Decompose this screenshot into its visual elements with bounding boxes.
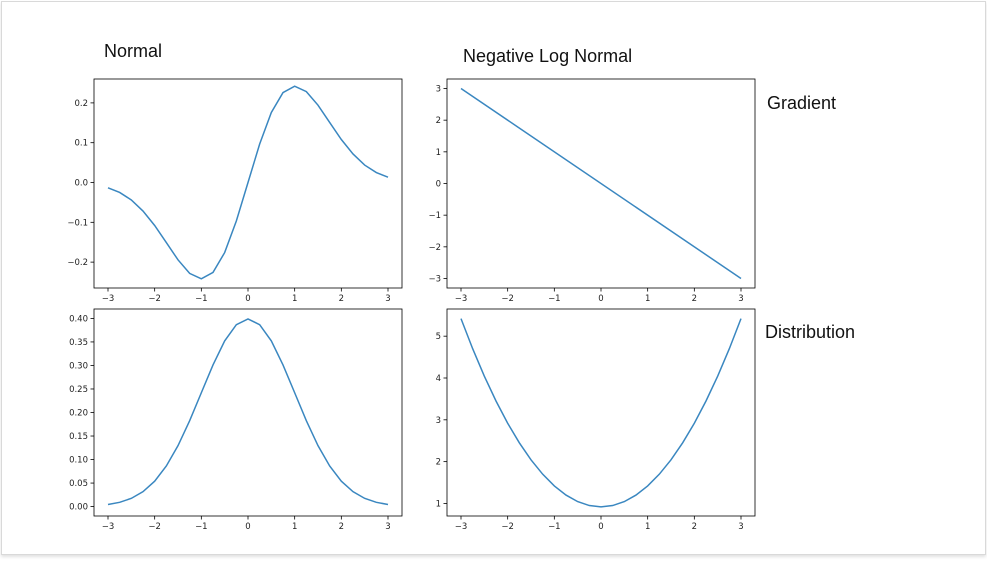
y-tick-label: 2 (436, 116, 441, 126)
axes-frame (93, 308, 403, 517)
y-tick-label: 0.00 (69, 503, 88, 513)
y-tick-label: 0.10 (69, 456, 88, 466)
y-tick-label: 0.35 (69, 338, 88, 348)
x-tick-label: −3 (102, 294, 115, 304)
x-tick-label: 2 (692, 522, 697, 532)
row-label-gradient: Gradient (767, 93, 837, 113)
y-tick-label: 0.30 (69, 361, 88, 371)
chart-gradient-neg-log-normal: −3 −2 −1 0 1 2 3 −3 −2 −1 0 1 2 3 (428, 78, 756, 304)
x-tick-label: 3 (385, 294, 390, 304)
chart-gradient-normal: −3 −2 −1 0 1 2 3 −0.2 −0.1 0.0 0.1 0.2 (67, 78, 403, 304)
x-tick-label: −1 (195, 522, 208, 532)
y-tick-label: 0.05 (69, 479, 88, 489)
x-tick-label: −3 (102, 522, 115, 532)
x-tick-label: 0 (245, 294, 250, 304)
series-line (107, 85, 389, 280)
x-tick-label: 1 (292, 294, 297, 304)
y-tick-label: 1 (436, 499, 441, 509)
series-line (460, 318, 742, 508)
x-tick-label: 2 (339, 294, 344, 304)
x-tick-label: 2 (339, 522, 344, 532)
figure-frame (1, 1, 986, 555)
x-tick-label: 3 (738, 294, 743, 304)
x-tick-label: −1 (548, 294, 561, 304)
x-tick-label: 1 (292, 522, 297, 532)
column-label-neg-log-normal: Negative Log Normal (463, 46, 633, 66)
x-tick-label: −1 (548, 522, 561, 532)
y-tick-label: 4 (436, 374, 441, 384)
x-tick-label: −1 (195, 294, 208, 304)
column-label-normal: Normal (104, 41, 163, 61)
y-tick-label: −0.1 (67, 218, 88, 228)
y-tick-label: 5 (436, 332, 441, 342)
x-tick-label: −2 (148, 522, 161, 532)
chart-distribution-neg-log-normal: −3 −2 −1 0 1 2 3 1 2 3 4 5 (436, 308, 756, 532)
series-line (107, 318, 389, 506)
row-label-distribution: Distribution (765, 322, 856, 342)
y-tick-label: 0 (436, 180, 441, 190)
y-tick-label: 0.40 (69, 314, 88, 324)
y-tick-label: −3 (428, 275, 441, 285)
y-tick-label: 2 (436, 458, 441, 468)
y-tick-label: 0.25 (69, 385, 88, 395)
y-tick-label: −1 (428, 211, 441, 221)
x-tick-label: 0 (598, 294, 603, 304)
chart-distribution-normal: −3 −2 −1 0 1 2 3 0.00 0.05 0.10 0.15 0.20 0.25 0.30 0.… (69, 308, 403, 532)
y-tick-label: 0.2 (74, 99, 88, 109)
y-tick-label: −0.2 (67, 258, 88, 268)
x-tick-label: 1 (645, 522, 650, 532)
y-tick-label: 3 (436, 416, 441, 426)
y-tick-label: 1 (436, 148, 441, 158)
y-tick-label: 0.0 (74, 179, 88, 189)
x-tick-label: −3 (455, 294, 468, 304)
y-tick-label: 0.1 (74, 139, 88, 149)
y-tick-label: 0.20 (69, 409, 88, 419)
x-tick-label: −2 (501, 294, 514, 304)
x-tick-label: −3 (455, 522, 468, 532)
y-tick-label: −2 (428, 243, 441, 253)
series-line (460, 87, 742, 280)
x-tick-label: 3 (738, 522, 743, 532)
x-tick-label: 0 (245, 522, 250, 532)
x-tick-label: 1 (645, 294, 650, 304)
x-tick-label: −2 (148, 294, 161, 304)
x-tick-label: 0 (598, 522, 603, 532)
x-tick-label: 2 (692, 294, 697, 304)
axes-frame (446, 308, 756, 517)
y-tick-label: 3 (436, 85, 441, 95)
x-tick-label: 3 (385, 522, 390, 532)
y-tick-label: 0.15 (69, 432, 88, 442)
x-tick-label: −2 (501, 522, 514, 532)
